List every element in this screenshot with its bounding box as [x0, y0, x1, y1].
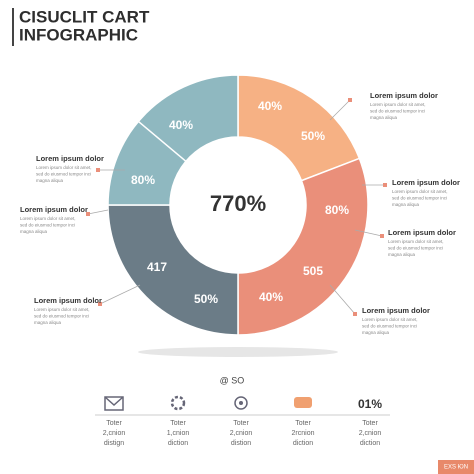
title-line: INFOGRAPHIC — [19, 25, 138, 44]
callout-line: sed do eiusmod tempor inci — [370, 109, 425, 114]
segment-label: 50% — [301, 129, 325, 143]
connector — [329, 99, 351, 121]
donut-segment — [237, 157, 369, 336]
callout-line: sed do eiusmod tempor inci — [388, 246, 443, 251]
callout-line: magna aliqua — [34, 320, 62, 325]
callout-line: Lorem ipsum dolor sit amet, — [370, 102, 426, 107]
callouts: Lorem ipsum dolor Lorem ipsum dolor sit a… — [20, 91, 460, 335]
badge — [438, 460, 474, 474]
shadow — [138, 347, 338, 357]
footer-caption: @ SO — [220, 375, 245, 385]
callout-heading: Lorem ipsum dolor — [20, 205, 88, 214]
callout-heading: Lorem ipsum dolor — [388, 228, 456, 237]
connector — [87, 209, 109, 215]
callout-line: magna aliqua — [370, 115, 398, 120]
callout-heading: Lorem ipsum dolor — [362, 306, 430, 315]
title-bar — [12, 8, 14, 46]
callout-line: magna aliqua — [20, 229, 48, 234]
footer-line: diction — [293, 440, 313, 447]
footer-line: distign — [104, 440, 124, 447]
footer-line: Toter — [233, 420, 249, 427]
connector-dot — [86, 212, 90, 216]
callout-line: sed do eiusmod tempor inci — [362, 324, 417, 329]
footer-line: 2rcnion — [292, 430, 315, 437]
callout-heading: Lorem ipsum dolor — [370, 91, 438, 100]
footer-line: 1,cnion — [167, 430, 190, 437]
footer-icons — [104, 395, 312, 411]
callout-line: sed do eiusmod tempor inci — [20, 223, 75, 228]
connector-dot — [96, 168, 100, 172]
callout-line: Lorem ipsum dolor sit amet, — [362, 317, 418, 322]
connector — [354, 229, 383, 237]
donut-segment — [237, 74, 361, 182]
segment-label: 505 — [303, 264, 323, 278]
segment-label: 50% — [194, 292, 218, 306]
callout-line: sed do eiusmod tempor inci — [392, 196, 447, 201]
center-label: 770% — [210, 191, 266, 216]
footer-line: Toter — [295, 420, 311, 427]
segment-label: 40% — [258, 99, 282, 113]
callout-line: magna aliqua — [392, 202, 420, 207]
callout-line: Lorem ipsum dolor sit amet, — [36, 165, 92, 170]
connector-dot — [348, 98, 352, 102]
footer-line: 2,cnion — [103, 430, 126, 437]
badge-text: EXS ЮN — [444, 465, 468, 471]
footer-line: Toter — [362, 420, 378, 427]
callout-heading: Lorem ipsum dolor — [36, 154, 104, 163]
title-line: CISUCLIT CART — [19, 7, 150, 26]
callout-line: magna aliqua — [388, 252, 416, 257]
callout-heading: Lorem ipsum dolor — [392, 178, 460, 187]
footer-line: diction — [360, 440, 380, 447]
divider — [137, 120, 187, 162]
callout-line: Lorem ipsum dolor sit amet, — [20, 216, 76, 221]
connector-dot — [353, 312, 357, 316]
callout-heading: Lorem ipsum dolor — [34, 296, 102, 305]
footer-line: 2,cnion — [359, 430, 382, 437]
segment-label: 40% — [259, 290, 283, 304]
connector-dot — [98, 302, 102, 306]
connector-dot — [383, 183, 387, 187]
connector — [329, 284, 356, 315]
footer-line: diction — [168, 440, 188, 447]
segment-label: 417 — [147, 260, 167, 274]
footer-stat: 01% — [358, 397, 382, 411]
connector-dot — [380, 234, 384, 238]
donut-segment — [107, 204, 239, 336]
callout-line: sed do eiusmod tempor inci — [34, 314, 89, 319]
footer-line: distion — [231, 440, 251, 447]
footer-line: 2,cnion — [230, 430, 253, 437]
callout-line: Lorem ipsum dolor sit amet, — [388, 239, 444, 244]
callout-line: sed do eiusmod tempor inci — [36, 172, 91, 177]
segment-label: 40% — [169, 118, 193, 132]
connector — [99, 284, 141, 305]
footer-items: Toter 2,cnion distign Toter 1,cnion diction To… — [103, 397, 383, 447]
footer-line: Toter — [170, 420, 186, 427]
donut-segment — [107, 74, 239, 206]
segment-label: 80% — [131, 173, 155, 187]
callout-line: magna aliqua — [36, 178, 64, 183]
footer-line: Toter — [106, 420, 122, 427]
segment-label: 80% — [325, 203, 349, 217]
callout-line: Lorem ipsum dolor sit amet, — [392, 189, 448, 194]
callout-line: magna aliqua — [362, 330, 390, 335]
callout-line: Lorem ipsum dolor sit amet, — [34, 307, 90, 312]
